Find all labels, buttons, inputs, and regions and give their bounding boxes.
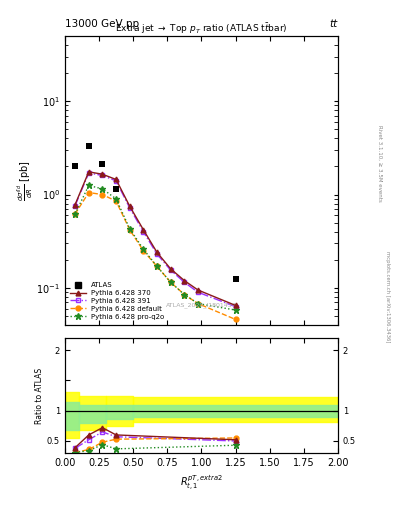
- Text: 13000 GeV pp: 13000 GeV pp: [65, 19, 139, 29]
- Point: [99, 160, 106, 168]
- Point: [86, 142, 92, 150]
- X-axis label: $R_{t,1}^{pT,extra2}$: $R_{t,1}^{pT,extra2}$: [180, 474, 223, 493]
- Text: Rivet 3.1.10, ≥ 3.5M events: Rivet 3.1.10, ≥ 3.5M events: [377, 125, 382, 202]
- Point: [113, 185, 119, 193]
- Y-axis label: Ratio to ATLAS: Ratio to ATLAS: [35, 368, 44, 423]
- Point: [232, 275, 239, 283]
- Text: tt: tt: [330, 19, 338, 29]
- Legend: ATLAS, Pythia 6.428 370, Pythia 6.428 391, Pythia 6.428 default, Pythia 6.428 pr: ATLAS, Pythia 6.428 370, Pythia 6.428 39…: [68, 280, 167, 322]
- Y-axis label: $\frac{d\sigma^{fid}}{dR}$ [pb]: $\frac{d\sigma^{fid}}{dR}$ [pb]: [15, 160, 35, 201]
- Text: mcplots.cern.ch [arXiv:1306.3436]: mcplots.cern.ch [arXiv:1306.3436]: [385, 251, 389, 343]
- Title: Extra jet $\rightarrow$ Top $p_T$ ratio (ATLAS t$\bar{t}$bar): Extra jet $\rightarrow$ Top $p_T$ ratio …: [115, 21, 288, 36]
- Point: [72, 162, 78, 170]
- Text: ATLAS_2020_I1801434: ATLAS_2020_I1801434: [166, 302, 237, 308]
